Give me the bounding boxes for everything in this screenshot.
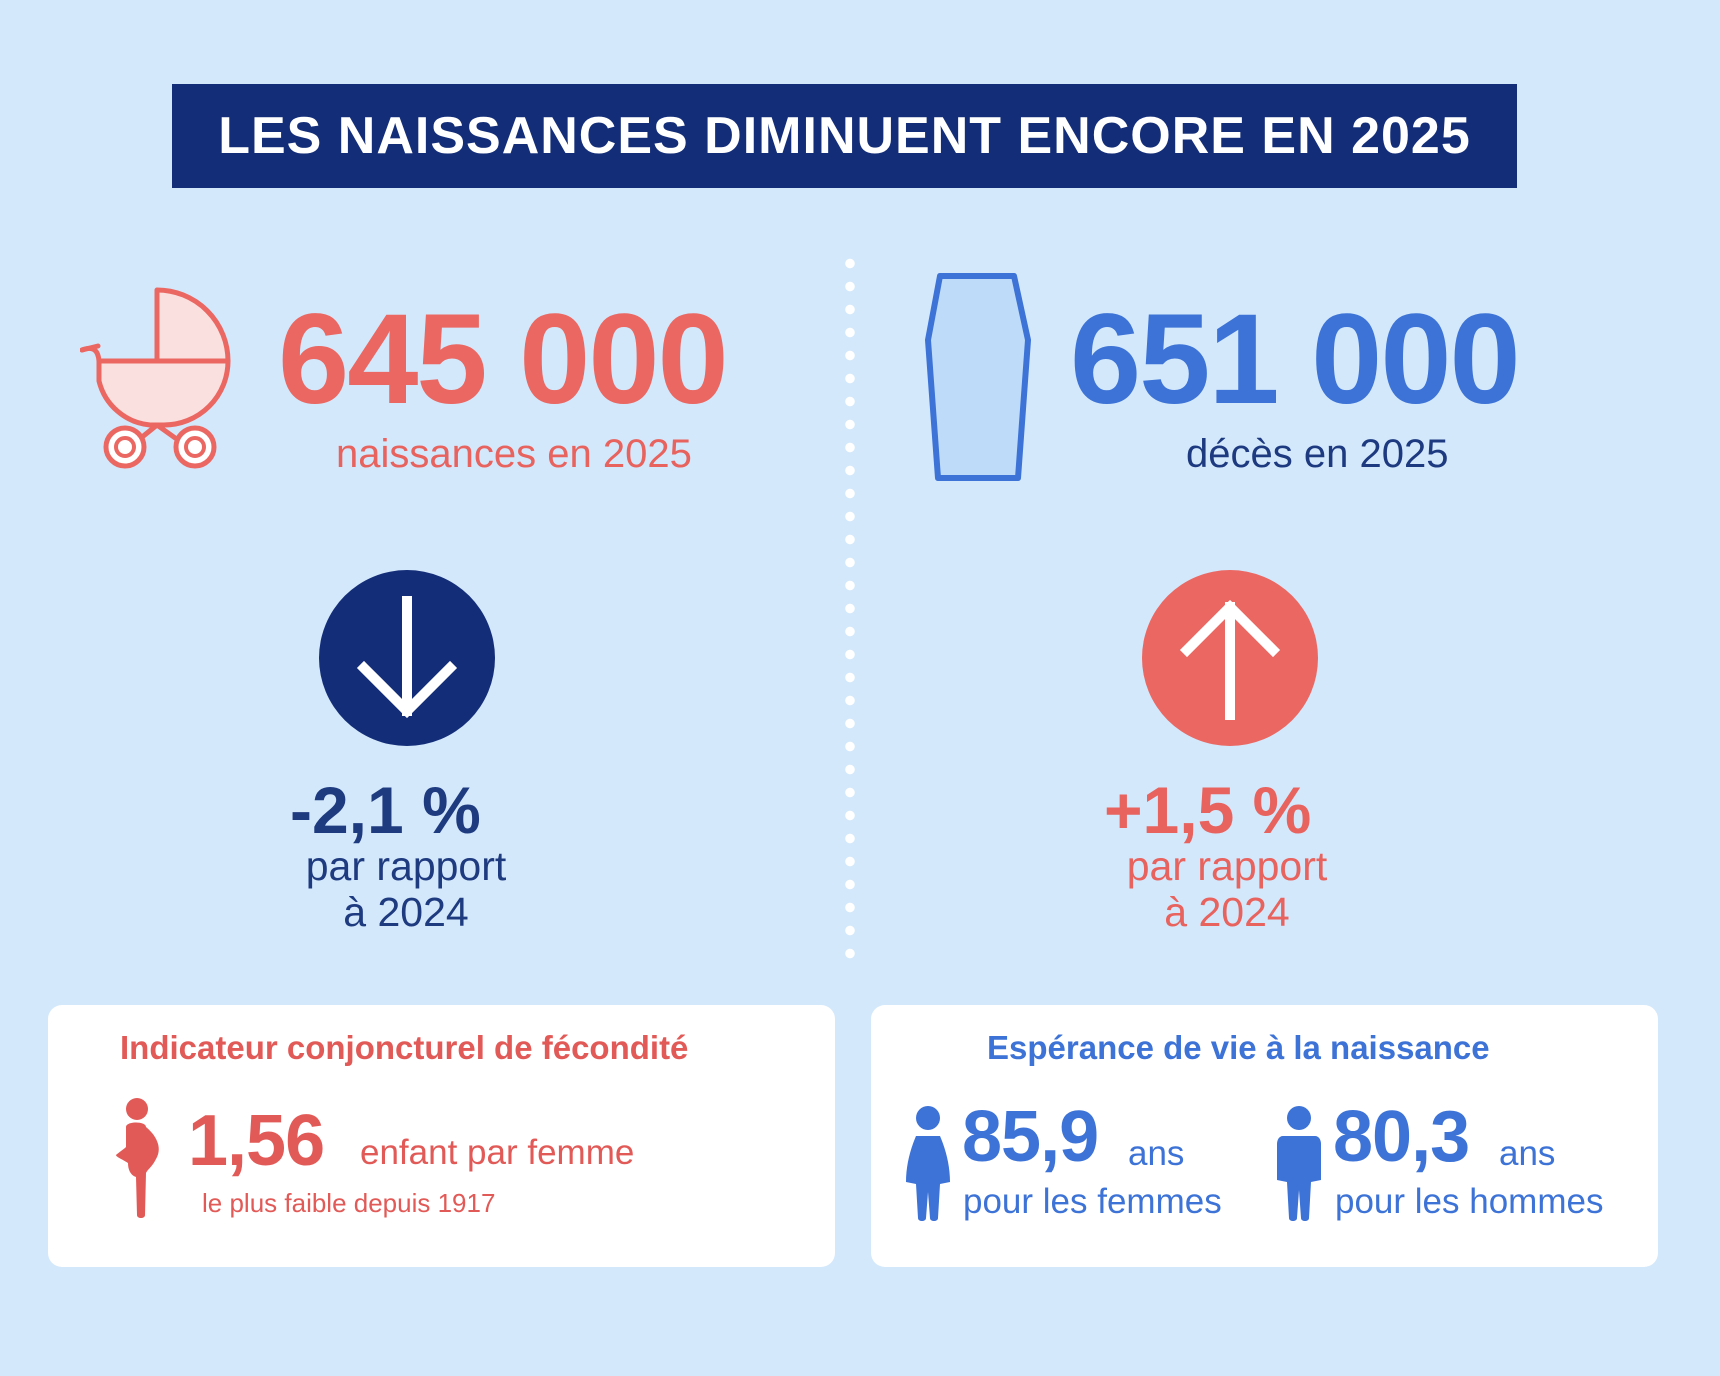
arrow-up-icon (1179, 599, 1281, 720)
arrow-down-icon (356, 596, 458, 719)
fertility-note: le plus faible depuis 1917 (202, 1188, 496, 1218)
men-life-expectancy-unit: ans (1499, 1134, 1556, 1173)
deaths-comparison-line1: par rapport (1126, 843, 1328, 889)
men-life-expectancy-value: 80,3 (1333, 1097, 1470, 1177)
fertility-unit: enfant par femme (360, 1133, 635, 1172)
baby-carriage-icon (80, 287, 231, 469)
deaths-change: +1,5 % (1104, 773, 1312, 847)
deaths-label: décès en 2025 (1186, 432, 1449, 476)
women-life-expectancy-unit: ans (1128, 1134, 1185, 1173)
births-comparison-line2: à 2024 (343, 889, 469, 935)
life-expectancy-card (871, 1005, 1658, 1267)
decrease-indicator (319, 570, 495, 746)
men-life-expectancy-label: pour les hommes (1335, 1182, 1604, 1221)
births-value: 645 000 (278, 288, 729, 431)
man-icon (1277, 1106, 1321, 1221)
births-label: naissances en 2025 (336, 432, 692, 476)
page-title: LES NAISSANCES DIMINUENT ENCORE EN 2025 (218, 107, 1471, 165)
births-comparison-line1: par rapport (305, 843, 507, 889)
deaths-comparison: par rapport à 2024 (1107, 843, 1347, 935)
dotted-divider (845, 252, 855, 960)
fertility-title: Indicateur conjoncturel de fécondité (120, 1029, 689, 1066)
fertility-value: 1,56 (188, 1101, 325, 1181)
deaths-value: 651 000 (1070, 288, 1521, 431)
women-life-expectancy-label: pour les femmes (963, 1182, 1222, 1221)
life-expectancy-title: Espérance de vie à la naissance (987, 1029, 1490, 1066)
births-change: -2,1 % (290, 773, 481, 847)
deaths-comparison-line2: à 2024 (1164, 889, 1290, 935)
title-banner: LES NAISSANCES DIMINUENT ENCORE EN 2025 (172, 84, 1517, 188)
fertility-card (48, 1005, 835, 1267)
increase-indicator (1142, 570, 1318, 746)
pregnant-woman-icon (116, 1098, 159, 1218)
women-life-expectancy-value: 85,9 (962, 1097, 1099, 1177)
births-comparison: par rapport à 2024 (286, 843, 526, 935)
woman-icon (906, 1106, 950, 1221)
coffin-icon (925, 273, 1031, 481)
